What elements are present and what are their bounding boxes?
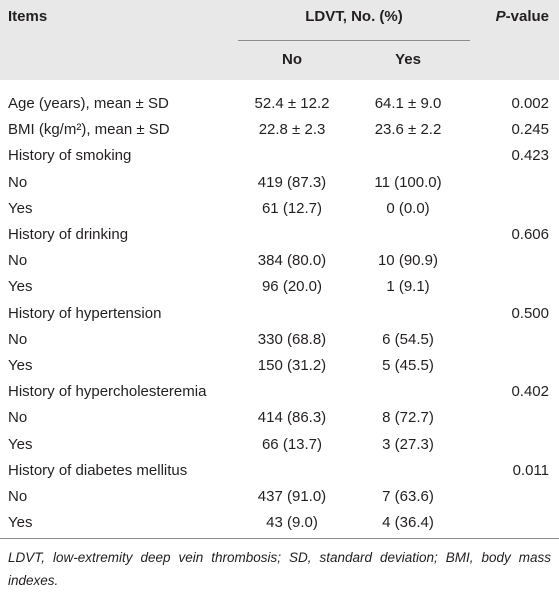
header-items: Items bbox=[8, 8, 48, 25]
row-item: Yes bbox=[8, 435, 33, 453]
cell-yes: 64.1 ± 9.0 bbox=[374, 95, 442, 112]
row-item: No bbox=[8, 330, 28, 348]
row-item: Yes bbox=[8, 357, 33, 374]
row-item: History of diabetes mellitus bbox=[8, 461, 188, 479]
row-item: Yes bbox=[8, 278, 33, 296]
cell-p-value: 0.002 bbox=[511, 95, 549, 112]
cell-yes: 23.6 ± 2.2 bbox=[374, 121, 442, 139]
header-p-value: P-value bbox=[496, 8, 549, 26]
cell-no: 52.4 ± 12.2 bbox=[254, 95, 330, 112]
header-group: LDVT, No. (%) bbox=[305, 8, 403, 25]
header-no: No bbox=[282, 51, 302, 68]
cell-yes: 7 (63.6) bbox=[382, 488, 434, 505]
cell-p-value: 0.245 bbox=[511, 121, 549, 139]
cell-no: 330 (68.8) bbox=[257, 330, 327, 348]
row-item: History of drinking bbox=[8, 226, 129, 243]
cell-no: 150 (31.2) bbox=[257, 357, 327, 374]
cell-no: 419 (87.3) bbox=[257, 173, 327, 191]
cell-p-value: 0.606 bbox=[511, 226, 549, 243]
cell-yes: 3 (27.3) bbox=[382, 435, 434, 453]
bottom-rule bbox=[0, 538, 559, 539]
cell-yes: 8 (72.7) bbox=[382, 409, 434, 427]
row-item: No bbox=[8, 409, 28, 427]
header-yes: Yes bbox=[395, 51, 421, 68]
cell-no: 66 (13.7) bbox=[261, 435, 323, 453]
cell-yes: 5 (45.5) bbox=[382, 357, 434, 374]
cell-no: 384 (80.0) bbox=[257, 252, 327, 270]
row-item: Age (years), mean ± SD bbox=[8, 95, 169, 112]
cell-yes: 6 (54.5) bbox=[382, 330, 434, 348]
footnote: LDVT, low-extremity deep vein thrombosis… bbox=[8, 550, 551, 588]
row-item: No bbox=[8, 488, 28, 505]
cell-yes: 0 (0.0) bbox=[386, 199, 430, 217]
cell-p-value: 0.011 bbox=[512, 461, 549, 479]
cell-no: 96 (20.0) bbox=[261, 278, 323, 296]
row-item: History of hypercholesteremia bbox=[8, 383, 207, 401]
cell-no: 414 (86.3) bbox=[257, 409, 327, 427]
row-item: No bbox=[8, 252, 28, 270]
header-p-value-text: P-value bbox=[495, 8, 549, 25]
row-item: History of hypertension bbox=[8, 304, 162, 322]
cell-yes: 11 (100.0) bbox=[374, 173, 442, 191]
cell-no: 43 (9.0) bbox=[266, 514, 318, 532]
row-item: History of smoking bbox=[8, 147, 132, 165]
cell-yes: 4 (36.4) bbox=[382, 514, 434, 532]
row-item: Yes bbox=[8, 514, 33, 532]
row-item: Yes bbox=[8, 199, 33, 217]
group-rule bbox=[238, 40, 470, 41]
cell-no: 61 (12.7) bbox=[261, 199, 323, 217]
cell-p-value: 0.500 bbox=[511, 304, 549, 322]
cell-yes: 10 (90.9) bbox=[377, 252, 439, 270]
cell-p-value: 0.423 bbox=[511, 147, 549, 165]
cell-p-value: 0.402 bbox=[511, 383, 549, 401]
cell-no: 437 (91.0) bbox=[257, 488, 327, 505]
cell-yes: 1 (9.1) bbox=[386, 278, 430, 296]
cell-no: 22.8 ± 2.3 bbox=[258, 121, 326, 139]
row-item: BMI (kg/m²), mean ± SD bbox=[8, 121, 170, 139]
row-item: No bbox=[8, 173, 28, 191]
